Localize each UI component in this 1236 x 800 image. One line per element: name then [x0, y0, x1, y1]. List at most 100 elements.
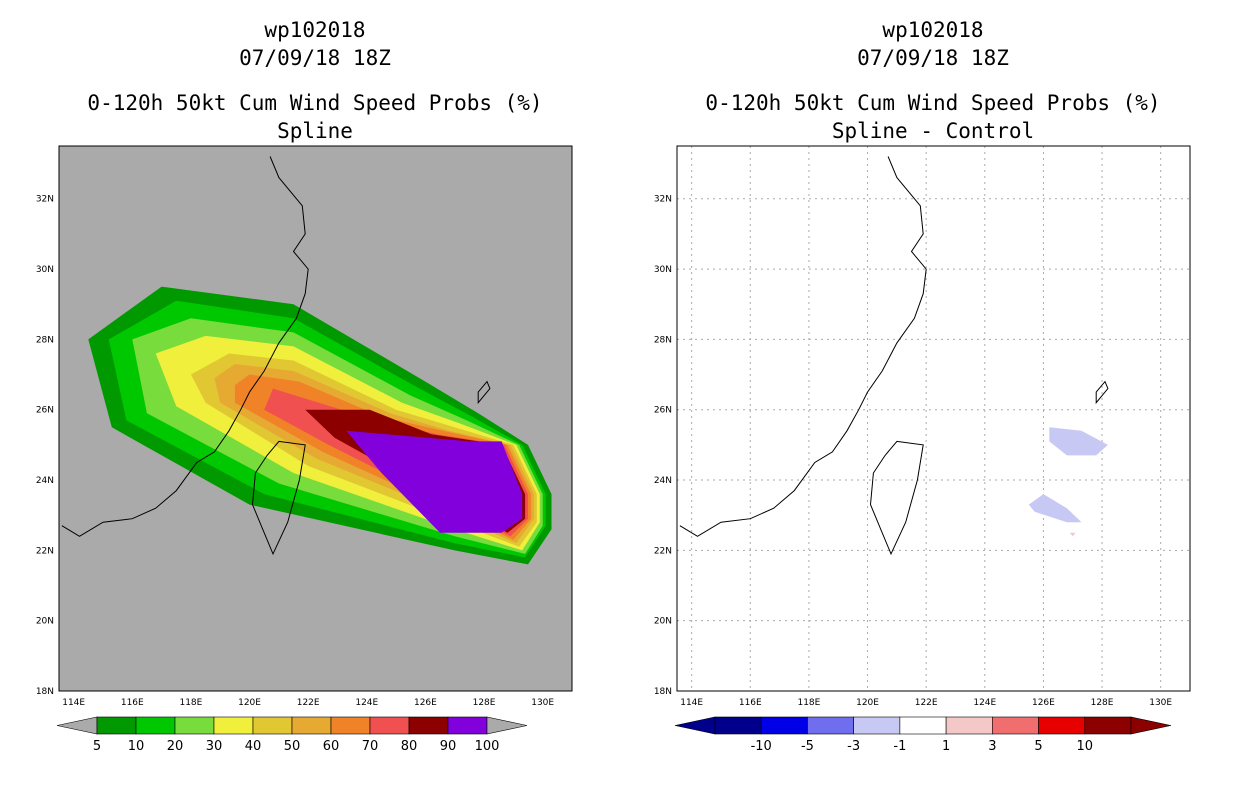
colorbar-label: -3	[847, 739, 860, 754]
colorbar-label: 1	[942, 739, 950, 754]
colorbar-right-arrow	[486, 716, 528, 735]
right-storm-id: wp102018	[882, 18, 984, 42]
colorbar-left-arrow	[56, 716, 98, 735]
colorbar-swatch	[945, 716, 993, 735]
x-tick-label: 118E	[179, 698, 202, 708]
colorbar-swatch	[291, 716, 332, 735]
colorbar-swatch	[1038, 716, 1086, 735]
y-tick-label: 32N	[654, 195, 672, 205]
y-tick-label: 28N	[654, 335, 672, 345]
colorbar-label: 40	[245, 739, 262, 754]
right-chart-titles: 0-120h 50kt Cum Wind Speed Probs (%) Spl…	[673, 89, 1193, 145]
y-tick-label: 18N	[36, 687, 54, 697]
x-tick-label: 128E	[473, 698, 496, 708]
y-tick-label: 24N	[654, 476, 672, 486]
y-tick-label: 20N	[654, 617, 672, 627]
plot-background	[677, 146, 1190, 691]
left-titles: wp102018 07/09/18 18Z	[55, 16, 575, 72]
colorbar-swatch	[447, 716, 488, 735]
x-tick-label: 124E	[355, 698, 378, 708]
colorbar-label: 5	[1034, 739, 1042, 754]
plot-frame	[676, 145, 1191, 692]
colorbar-swatch	[1084, 716, 1132, 735]
y-tick-label: 32N	[36, 195, 54, 205]
left-datetime: 07/09/18 18Z	[239, 46, 391, 70]
plot-area	[61, 156, 552, 565]
x-tick-label: 114E	[680, 698, 703, 708]
right-title: 0-120h 50kt Cum Wind Speed Probs (%)	[705, 91, 1161, 115]
colorbar-label: 30	[206, 739, 223, 754]
right-titles: wp102018 07/09/18 18Z	[673, 16, 1193, 72]
x-tick-label: 120E	[238, 698, 261, 708]
x-tick-label: 130E	[1149, 698, 1172, 708]
colorbar-label: 20	[167, 739, 184, 754]
plot-area	[677, 146, 1190, 691]
y-tick-label: 20N	[36, 617, 54, 627]
contour--3	[1049, 427, 1108, 456]
island-outline	[1095, 380, 1109, 405]
colorbar-label: 100	[475, 739, 500, 754]
taiwan-outline	[869, 440, 924, 556]
x-tick-label: 124E	[973, 698, 996, 708]
y-tick-label: 30N	[36, 265, 54, 275]
colorbar-label: -5	[801, 739, 814, 754]
colorbar-swatch	[135, 716, 176, 735]
colorbar-label: -10	[751, 739, 772, 754]
y-tick-label: 24N	[36, 476, 54, 486]
y-tick-label: 18N	[654, 687, 672, 697]
colorbar-label: -1	[893, 739, 906, 754]
x-tick-label: 118E	[797, 698, 820, 708]
colorbar-label: 60	[323, 739, 340, 754]
x-tick-label: 130E	[531, 698, 554, 708]
colorbar-swatch	[252, 716, 293, 735]
colorbar-left-arrow	[674, 716, 716, 735]
colorbar-swatch	[408, 716, 449, 735]
left-storm-id: wp102018	[264, 18, 366, 42]
colorbar-label: 10	[128, 739, 145, 754]
taiwan-outline	[251, 440, 306, 556]
x-tick-label: 120E	[856, 698, 879, 708]
left-chart-titles: 0-120h 50kt Cum Wind Speed Probs (%) Spl…	[55, 89, 575, 145]
coastline	[61, 156, 309, 537]
colorbar-swatch	[992, 716, 1039, 735]
x-tick-label: 116E	[739, 698, 762, 708]
right-datetime: 07/09/18 18Z	[857, 46, 1009, 70]
y-tick-label: 26N	[654, 406, 672, 416]
y-tick-label: 22N	[36, 546, 54, 556]
colorbar-swatch	[899, 716, 947, 735]
x-tick-label: 122E	[915, 698, 938, 708]
colorbar-right-arrow	[1130, 716, 1172, 735]
colorbar-swatch	[174, 716, 215, 735]
colorbar-swatch	[853, 716, 901, 735]
island-outline	[477, 380, 491, 405]
y-tick-label: 22N	[654, 546, 672, 556]
colorbar-swatch	[714, 716, 762, 735]
right-subtitle: Spline - Control	[831, 119, 1035, 143]
left-panel: 114E 116E 118E 120E 122E 124E 126E 128E 130E 18N 2…	[36, 145, 573, 754]
x-tick-label: 126E	[414, 698, 437, 708]
colorbar-swatch	[807, 716, 854, 735]
colorbar-label: 50	[284, 739, 301, 754]
colorbar-swatch	[213, 716, 254, 735]
colorbar-label: 3	[988, 739, 996, 754]
plot-frame	[58, 145, 573, 692]
right-panel: 114E 116E 118E 120E 122E 124E 126E 128E 130E 18N 2…	[654, 145, 1191, 754]
x-tick-label: 114E	[62, 698, 85, 708]
left-title: 0-120h 50kt Cum Wind Speed Probs (%)	[87, 91, 543, 115]
colorbar-label: 5	[93, 739, 101, 754]
y-tick-label: 26N	[36, 406, 54, 416]
contour-90	[346, 430, 523, 533]
x-tick-label: 116E	[121, 698, 144, 708]
left-subtitle: Spline	[277, 119, 353, 143]
colorbar-label: 80	[401, 739, 418, 754]
colorbar-swatch	[369, 716, 410, 735]
colorbar-swatch	[96, 716, 137, 735]
x-tick-label: 126E	[1032, 698, 1055, 708]
x-tick-label: 122E	[297, 698, 320, 708]
colorbar-swatch	[330, 716, 371, 735]
x-tick-label: 128E	[1091, 698, 1114, 708]
colorbar-label: 10	[1077, 739, 1094, 754]
colorbar-label: 90	[440, 739, 457, 754]
colorbar-label: 70	[362, 739, 379, 754]
